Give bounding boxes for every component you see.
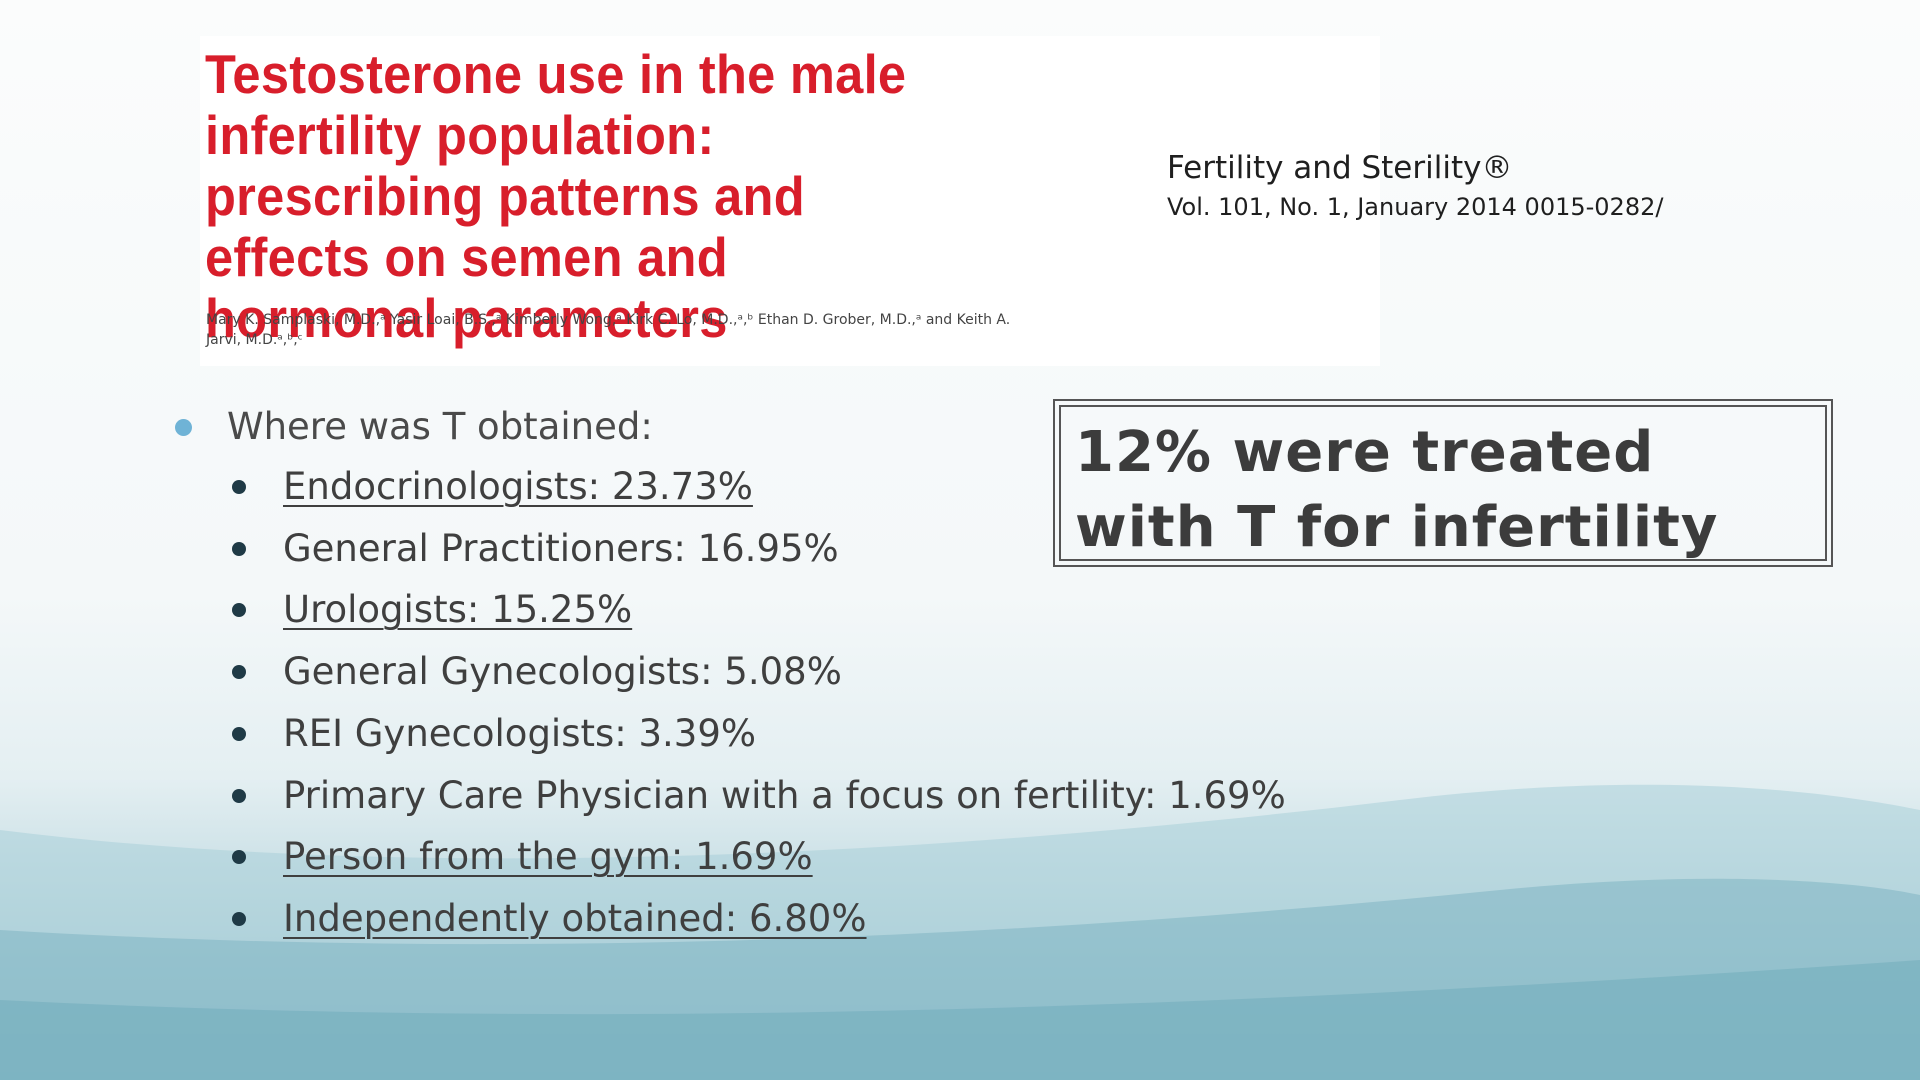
source-label: General Gynecologists: 5.08% xyxy=(283,650,842,694)
source-item: Urologists: 15.25% xyxy=(172,579,1286,641)
callout-text: 12% were treated with T for infertility xyxy=(1075,420,1719,560)
source-item: Primary Care Physician with a focus on f… xyxy=(172,765,1286,827)
journal-volume: Vol. 101, No. 1, January 2014 0015-0282/ xyxy=(1167,193,1664,221)
source-item: General Practitioners: 16.95% xyxy=(172,518,1286,580)
main-bullet: Where was T obtained: xyxy=(172,398,1286,456)
source-bullet-dot xyxy=(232,911,246,926)
main-bullet-text: Where was T obtained: xyxy=(227,405,653,448)
paper-authors: Mary K. Samplaski, M.D.,ᵃ Yasir Loai, B.… xyxy=(206,312,1011,348)
journal-name: Fertility and Sterility® xyxy=(1167,150,1513,186)
paper-title: Testosterone use in the male infertility… xyxy=(205,43,907,349)
source-bullet-dot xyxy=(232,726,246,741)
bullet-list: Where was T obtained: Endocrinologists: … xyxy=(172,398,1286,950)
source-item: REI Gynecologists: 3.39% xyxy=(172,703,1286,765)
source-label: Urologists: 15.25% xyxy=(283,588,633,632)
source-list: Endocrinologists: 23.73% General Practit… xyxy=(172,456,1286,950)
source-label: Endocrinologists: 23.73% xyxy=(283,465,753,508)
source-label: General Practitioners: 16.95% xyxy=(283,526,839,570)
source-item: Independently obtained: 6.80% xyxy=(172,888,1286,950)
source-bullet-dot xyxy=(232,480,246,494)
sub-list-container: Endocrinologists: 23.73% General Practit… xyxy=(172,456,1286,950)
source-bullet-dot xyxy=(232,603,246,618)
source-label: Primary Care Physician with a focus on f… xyxy=(283,773,1286,817)
source-item: General Gynecologists: 5.08% xyxy=(172,641,1286,703)
source-item: Person from the gym: 1.69% xyxy=(172,826,1286,888)
source-item: Endocrinologists: 23.73% xyxy=(172,456,1286,518)
source-label: Person from the gym: 1.69% xyxy=(283,835,813,879)
source-label: REI Gynecologists: 3.39% xyxy=(283,711,757,755)
source-bullet-dot xyxy=(232,850,246,865)
source-bullet-dot xyxy=(232,665,246,680)
source-bullet-dot xyxy=(232,541,246,556)
source-label: Independently obtained: 6.80% xyxy=(283,896,867,940)
callout-inner-border: 12% were treated with T for infertility xyxy=(1059,405,1827,561)
callout-box: 12% were treated with T for infertility xyxy=(1053,399,1833,567)
source-bullet-dot xyxy=(232,788,246,803)
main-bullet-dot xyxy=(175,419,192,436)
paper-header-panel xyxy=(200,36,1380,366)
